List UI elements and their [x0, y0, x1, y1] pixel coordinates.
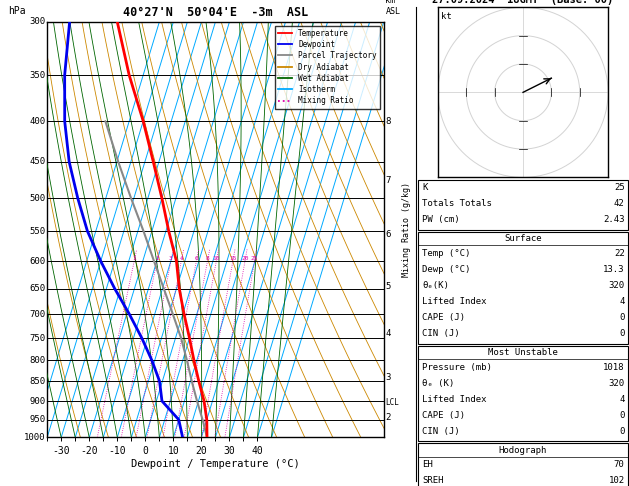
Text: 25: 25	[614, 183, 625, 192]
Text: Temp (°C): Temp (°C)	[422, 249, 470, 258]
Text: 4: 4	[386, 329, 391, 338]
X-axis label: Dewpoint / Temperature (°C): Dewpoint / Temperature (°C)	[131, 459, 300, 469]
Text: 13.3: 13.3	[603, 265, 625, 274]
Text: 1018: 1018	[603, 363, 625, 372]
Text: 350: 350	[30, 70, 45, 80]
Text: 102: 102	[608, 476, 625, 486]
Text: 2.43: 2.43	[603, 215, 625, 225]
Text: θₑ (K): θₑ (K)	[422, 379, 454, 388]
Text: 42: 42	[614, 199, 625, 208]
Text: 7: 7	[386, 176, 391, 185]
Text: CIN (J): CIN (J)	[422, 329, 460, 338]
Text: 8: 8	[386, 117, 391, 126]
Text: 300: 300	[30, 17, 45, 26]
Text: 5: 5	[386, 281, 391, 291]
Text: 950: 950	[30, 415, 45, 424]
Text: Lifted Index: Lifted Index	[422, 297, 487, 306]
Text: 550: 550	[30, 226, 45, 236]
Text: 650: 650	[30, 284, 45, 293]
Text: 4: 4	[179, 256, 183, 261]
Text: 25: 25	[251, 256, 259, 261]
Text: 850: 850	[30, 377, 45, 386]
Text: LCL: LCL	[386, 399, 399, 407]
Text: CIN (J): CIN (J)	[422, 427, 460, 436]
Text: SREH: SREH	[422, 476, 443, 486]
Text: Most Unstable: Most Unstable	[488, 348, 558, 357]
Text: © weatheronline.co.uk: © weatheronline.co.uk	[470, 474, 576, 484]
Text: 0: 0	[619, 313, 625, 322]
Text: 320: 320	[608, 379, 625, 388]
Text: kt: kt	[442, 13, 452, 21]
Text: 70: 70	[614, 460, 625, 469]
Text: 3: 3	[386, 373, 391, 382]
Text: CAPE (J): CAPE (J)	[422, 411, 465, 420]
Text: 10: 10	[213, 256, 220, 261]
Title: 40°27'N  50°04'E  -3m  ASL: 40°27'N 50°04'E -3m ASL	[123, 6, 308, 19]
Text: Hodograph: Hodograph	[499, 446, 547, 454]
Text: 1000: 1000	[24, 433, 45, 442]
Text: θₑ(K): θₑ(K)	[422, 281, 449, 290]
Text: 450: 450	[30, 157, 45, 166]
Text: 600: 600	[30, 257, 45, 265]
Text: 27.09.2024  18GMT  (Base: 00): 27.09.2024 18GMT (Base: 00)	[432, 0, 614, 5]
Text: Pressure (mb): Pressure (mb)	[422, 363, 492, 372]
Text: CAPE (J): CAPE (J)	[422, 313, 465, 322]
Text: 8: 8	[206, 256, 209, 261]
Text: 15: 15	[229, 256, 237, 261]
Text: K: K	[422, 183, 428, 192]
Text: Surface: Surface	[504, 234, 542, 243]
Text: EH: EH	[422, 460, 433, 469]
Text: 6: 6	[386, 230, 391, 239]
Text: 500: 500	[30, 194, 45, 203]
Text: 900: 900	[30, 397, 45, 405]
Text: km
ASL: km ASL	[386, 0, 401, 16]
Text: 6: 6	[194, 256, 198, 261]
Text: 0: 0	[619, 427, 625, 436]
Text: hPa: hPa	[8, 6, 26, 16]
Text: 1: 1	[132, 256, 136, 261]
Text: 320: 320	[608, 281, 625, 290]
Text: 0: 0	[619, 411, 625, 420]
Text: PW (cm): PW (cm)	[422, 215, 460, 225]
Text: Mixing Ratio (g/kg): Mixing Ratio (g/kg)	[402, 182, 411, 277]
Legend: Temperature, Dewpoint, Parcel Trajectory, Dry Adiabat, Wet Adiabat, Isotherm, Mi: Temperature, Dewpoint, Parcel Trajectory…	[276, 26, 380, 108]
Text: Totals Totals: Totals Totals	[422, 199, 492, 208]
Text: 20: 20	[242, 256, 248, 261]
Text: 0: 0	[619, 329, 625, 338]
Text: 4: 4	[619, 395, 625, 404]
Text: 750: 750	[30, 333, 45, 343]
Text: 2: 2	[386, 414, 391, 422]
Text: 800: 800	[30, 356, 45, 365]
Text: 2: 2	[155, 256, 159, 261]
Text: 700: 700	[30, 310, 45, 319]
Text: 4: 4	[619, 297, 625, 306]
Text: Dewp (°C): Dewp (°C)	[422, 265, 470, 274]
Text: 22: 22	[614, 249, 625, 258]
Text: 3: 3	[169, 256, 173, 261]
Text: 400: 400	[30, 117, 45, 126]
Text: Lifted Index: Lifted Index	[422, 395, 487, 404]
